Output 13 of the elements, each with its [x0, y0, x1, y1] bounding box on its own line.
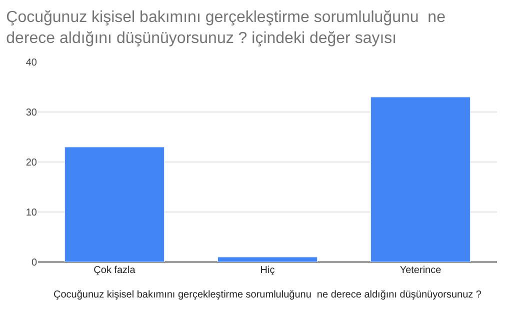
- bar: [370, 96, 470, 262]
- x-axis-title: Çocuğunuz kişisel bakımını gerçekleştirme sorumluluğunu ne derece aldığını düşünüyorsunuz ?: [53, 290, 482, 300]
- x-tick-label: Çok fazla: [94, 265, 136, 276]
- x-tick-label: Yeterince: [400, 265, 442, 276]
- y-tick-label: 10: [26, 208, 38, 218]
- y-tick-label: 20: [26, 158, 38, 168]
- x-tick-label: Hiç: [260, 265, 275, 276]
- y-tick-label: 30: [26, 108, 38, 118]
- bar: [218, 256, 318, 262]
- y-tick-label: 0: [31, 258, 38, 268]
- chart-title: Çocuğunuz kişisel bakımını gerçekleştirme sorumluluğunu ne derece aldığını düşünüyorsunuz ? içindeki değer sayısı: [6, 9, 450, 47]
- y-tick-label: 40: [26, 58, 38, 68]
- bar: [64, 146, 164, 262]
